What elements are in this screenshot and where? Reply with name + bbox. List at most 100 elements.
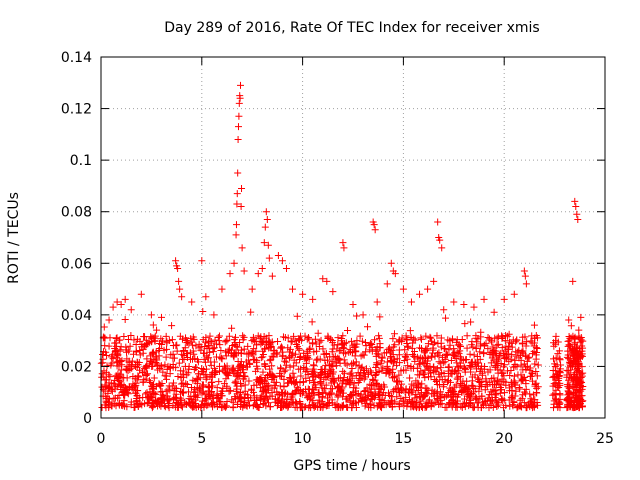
data-point-cloud xyxy=(259,350,267,358)
data-point-cloud xyxy=(566,402,574,410)
data-point-cloud xyxy=(113,362,121,370)
data-point-cloud xyxy=(121,316,129,324)
data-point-cloud xyxy=(494,333,502,341)
data-point-cloud xyxy=(185,340,193,348)
data-point xyxy=(309,295,317,303)
data-point xyxy=(391,270,399,278)
data-point-cloud xyxy=(461,384,469,392)
data-point-cloud xyxy=(305,346,313,354)
data-point-cloud xyxy=(570,357,578,365)
data-point-cloud xyxy=(297,352,305,360)
data-point-cloud xyxy=(231,333,239,341)
data-point-cloud xyxy=(153,398,161,406)
x-tick-label: 10 xyxy=(294,431,312,447)
data-point-cloud xyxy=(213,384,221,392)
data-point-cloud xyxy=(494,340,502,348)
data-point-cloud xyxy=(157,402,165,410)
data-point xyxy=(234,169,242,177)
data-point xyxy=(226,270,234,278)
data-point-cloud xyxy=(569,382,577,390)
data-point-cloud xyxy=(494,376,502,384)
data-point-cloud xyxy=(207,361,215,369)
data-point-cloud xyxy=(305,404,313,412)
data-point-cloud xyxy=(289,349,297,357)
data-point-cloud xyxy=(103,362,111,370)
data-point-cloud xyxy=(253,341,261,349)
data-point-cloud xyxy=(484,394,492,402)
data-point-cloud xyxy=(199,388,207,396)
data-point-cloud xyxy=(450,345,458,353)
data-point-cloud xyxy=(329,345,337,353)
data-point-cloud xyxy=(407,403,415,411)
data-point-cloud xyxy=(528,369,536,377)
data-point-cloud xyxy=(276,372,284,380)
data-point-cloud xyxy=(142,363,150,371)
data-point-cloud xyxy=(177,367,185,375)
data-point xyxy=(370,221,378,229)
data-point-cloud xyxy=(516,385,524,393)
data-point-cloud xyxy=(279,392,287,400)
data-point-cloud xyxy=(273,350,281,358)
data-point-cloud xyxy=(134,373,142,381)
data-point-cloud xyxy=(463,332,471,340)
data-point-cloud xyxy=(215,378,223,386)
data-point-cloud xyxy=(144,399,152,407)
data-point-cloud xyxy=(445,401,453,409)
data-point xyxy=(268,272,276,280)
data-point-cloud xyxy=(188,402,196,410)
data-point-cloud xyxy=(356,369,364,377)
data-point-cloud xyxy=(512,338,520,346)
data-point-cloud xyxy=(513,363,521,371)
data-point-cloud xyxy=(341,339,349,347)
data-point-cloud xyxy=(415,360,423,368)
data-point-cloud xyxy=(127,398,135,406)
data-point-cloud xyxy=(523,357,531,365)
data-point-cloud xyxy=(231,379,239,387)
data-point-cloud xyxy=(467,318,475,326)
data-point-cloud xyxy=(578,397,586,405)
data-point-cloud xyxy=(572,344,580,352)
data-point-cloud xyxy=(565,373,573,381)
data-point-cloud xyxy=(336,387,344,395)
data-point-cloud xyxy=(533,372,541,380)
data-point-cloud xyxy=(403,339,411,347)
data-point-cloud xyxy=(347,337,355,345)
data-point-cloud xyxy=(145,377,153,385)
data-point-cloud xyxy=(567,322,575,330)
data-point-cloud xyxy=(199,308,207,316)
data-point-cloud xyxy=(519,347,527,355)
data-point-cloud xyxy=(417,384,425,392)
data-point-cloud xyxy=(117,366,125,374)
data-point xyxy=(263,215,271,223)
data-point-cloud xyxy=(378,391,386,399)
data-point-cloud xyxy=(413,353,421,361)
data-point-cloud xyxy=(164,386,172,394)
data-point-cloud xyxy=(318,393,326,401)
data-point-cloud xyxy=(387,352,395,360)
data-point-cloud xyxy=(342,339,350,347)
x-tick-label: 0 xyxy=(97,431,106,447)
data-point-cloud xyxy=(327,379,335,387)
data-point-cloud xyxy=(194,358,202,366)
data-point-cloud xyxy=(182,350,190,358)
data-point xyxy=(230,259,238,267)
data-point-cloud xyxy=(472,334,480,342)
data-point-cloud xyxy=(407,363,415,371)
data-point-cloud xyxy=(191,385,199,393)
data-point xyxy=(553,370,561,378)
data-point-cloud xyxy=(576,372,584,380)
data-point-cloud xyxy=(462,356,470,364)
data-point xyxy=(339,239,347,247)
data-point-cloud xyxy=(378,404,386,412)
data-point-cloud xyxy=(356,332,364,340)
data-point-cloud xyxy=(421,353,429,361)
data-point-cloud xyxy=(437,359,445,367)
data-point-cloud xyxy=(550,380,558,388)
data-point-cloud xyxy=(332,358,340,366)
data-point-cloud xyxy=(108,402,116,410)
data-point-cloud xyxy=(364,323,372,331)
data-point-cloud xyxy=(427,334,435,342)
data-point xyxy=(175,277,183,285)
data-point-cloud xyxy=(434,350,441,358)
data-point-cloud xyxy=(324,399,332,407)
